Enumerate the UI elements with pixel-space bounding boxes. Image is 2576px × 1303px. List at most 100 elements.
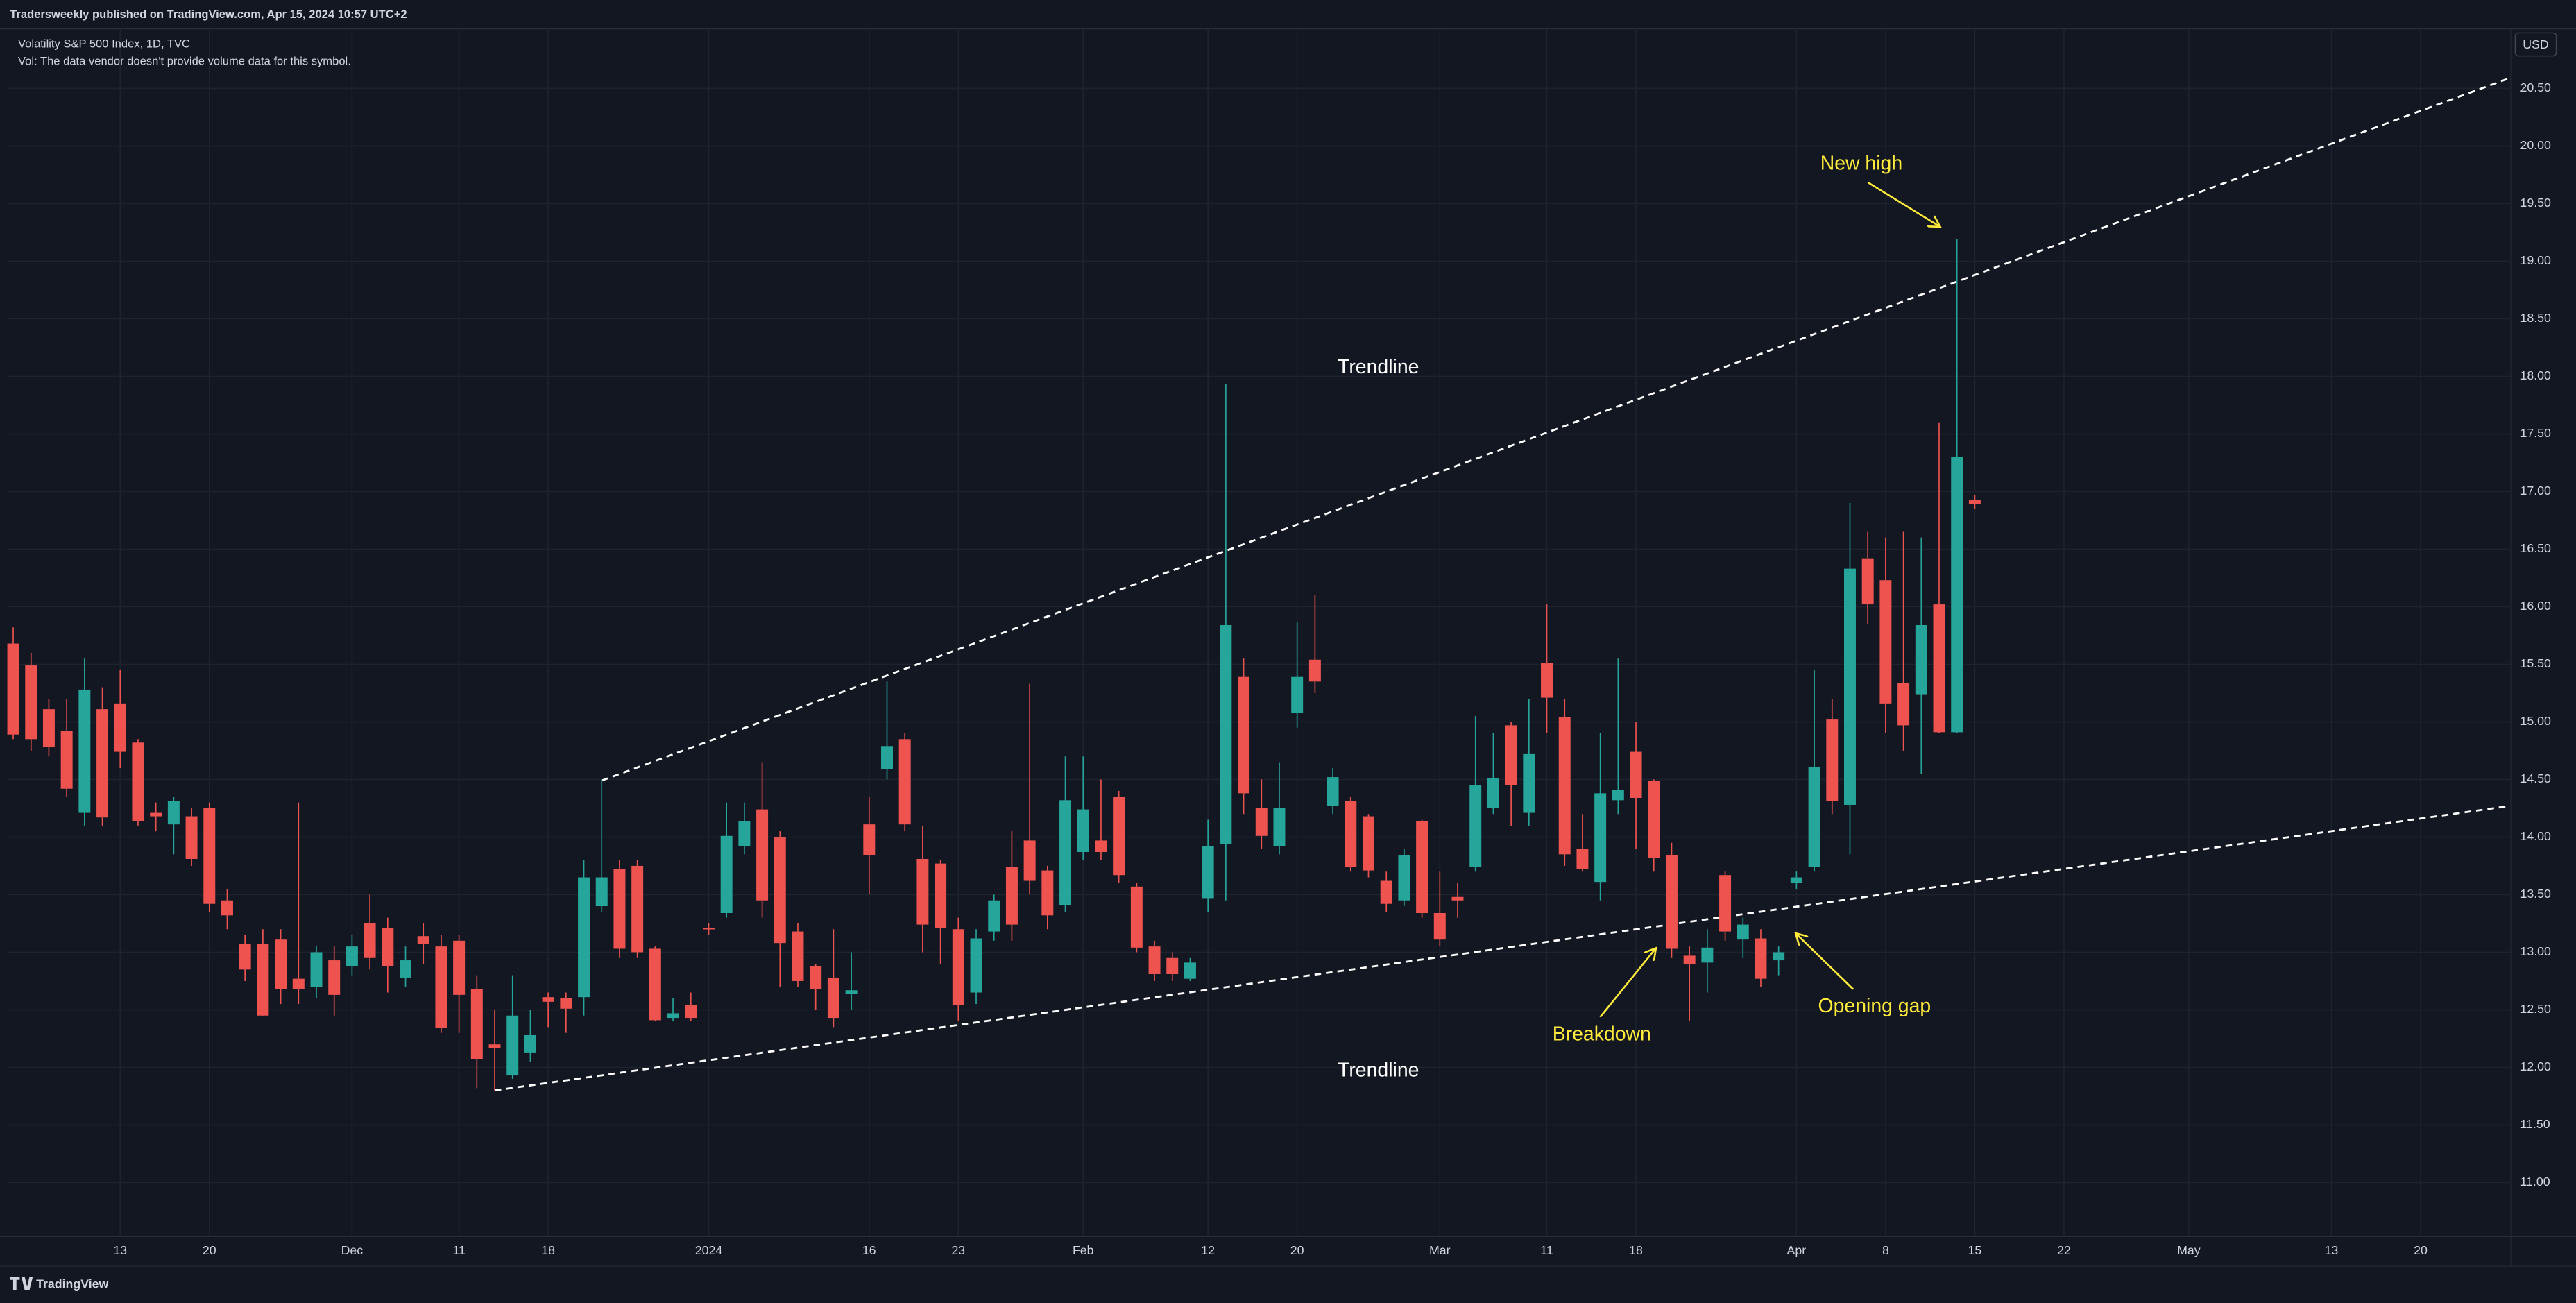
x-tick-label: 8 xyxy=(1882,1243,1889,1257)
candle-body xyxy=(1808,767,1820,867)
candle-body xyxy=(1648,781,1660,858)
candle-body xyxy=(738,821,751,846)
candle-body xyxy=(613,869,626,949)
candle-body xyxy=(417,936,429,944)
x-tick-label: 16 xyxy=(862,1243,876,1257)
candle-body xyxy=(1202,846,1214,899)
y-tick-label: 17.50 xyxy=(2520,426,2551,440)
arrow xyxy=(1795,933,1854,990)
candle-body xyxy=(1487,778,1499,808)
candle-body xyxy=(1023,840,1036,881)
candle-body xyxy=(1897,682,1910,726)
x-tick-label: 18 xyxy=(1629,1243,1643,1257)
candle-body xyxy=(1238,676,1250,794)
x-tick-label: 20 xyxy=(2414,1243,2428,1257)
candle-body xyxy=(524,1034,536,1053)
currency-box xyxy=(2514,32,2557,57)
y-tick-label: 18.00 xyxy=(2520,368,2551,382)
y-tick-label: 12.00 xyxy=(2520,1059,2551,1073)
candle-body xyxy=(970,938,982,993)
candle-body xyxy=(1166,957,1179,974)
candle-body xyxy=(1558,717,1571,855)
y-tick-label: 14.00 xyxy=(2520,829,2551,843)
candle-body xyxy=(863,824,876,855)
brand-name: TradingView xyxy=(36,1277,108,1291)
annotation-breakdown: Breakdown xyxy=(1553,1023,1651,1045)
annotations: Trendline Trendline New high Breakdown O… xyxy=(1338,152,1940,1082)
candle-body xyxy=(400,960,411,978)
brand-logo xyxy=(10,1277,33,1290)
trendline xyxy=(601,77,2511,782)
candle-body xyxy=(1184,962,1196,979)
candle-body xyxy=(1059,800,1072,905)
candle-body xyxy=(346,946,358,966)
x-tick-label: 11 xyxy=(452,1243,465,1257)
candle-body xyxy=(185,816,198,859)
x-tick-label: Dec xyxy=(341,1243,364,1257)
symbol-line: Volatility S&P 500 Index, 1D, TVC xyxy=(18,37,190,50)
candle-body xyxy=(578,877,590,998)
candle-body xyxy=(25,665,37,740)
candle-body xyxy=(488,1044,501,1048)
candle-body xyxy=(1665,855,1678,949)
candle-body xyxy=(560,998,572,1009)
candle-body xyxy=(1523,753,1535,813)
candle-body xyxy=(114,703,126,752)
annotation-trendline-lower: Trendline xyxy=(1338,1059,1419,1082)
candle-body xyxy=(827,977,839,1019)
candle-body xyxy=(756,809,769,901)
candle-body xyxy=(1255,808,1268,836)
x-tick-label: 11 xyxy=(1540,1243,1553,1257)
arrow xyxy=(1867,181,1940,227)
x-tick-label: Feb xyxy=(1073,1243,1094,1257)
grid xyxy=(8,29,2511,1236)
x-tick-label: 13 xyxy=(2325,1243,2339,1257)
candle-body xyxy=(952,929,964,1005)
candle-body xyxy=(631,865,644,953)
candle-body xyxy=(720,835,733,913)
x-tick-label: 13 xyxy=(113,1243,127,1257)
candle-body xyxy=(1968,500,1981,504)
candle-body xyxy=(1701,947,1714,963)
y-tick-label: 11.00 xyxy=(2520,1175,2550,1189)
candle-body xyxy=(1380,880,1392,904)
candle-body xyxy=(1879,580,1892,704)
candle-body xyxy=(1327,777,1339,806)
candle-body xyxy=(1005,867,1018,925)
currency-label: USD xyxy=(2523,37,2548,51)
y-tick-label: 13.00 xyxy=(2520,944,2551,958)
y-tick-label: 19.00 xyxy=(2520,253,2551,267)
candle-body xyxy=(1915,624,1927,695)
published-line: Tradersweekly published on TradingView.c… xyxy=(10,8,407,21)
candle-body xyxy=(1505,725,1517,785)
candle-body xyxy=(506,1015,519,1076)
candle-body xyxy=(792,931,804,981)
candle-body xyxy=(898,739,911,825)
candle-body xyxy=(275,939,287,989)
candle-body xyxy=(685,1005,697,1019)
trendline xyxy=(494,805,2510,1092)
x-tick-label: 2024 xyxy=(695,1243,723,1257)
marks xyxy=(7,77,2511,1092)
candle-body xyxy=(810,966,822,989)
candle-body xyxy=(1576,849,1589,869)
annotation-opening-gap: Opening gap xyxy=(1818,995,1931,1017)
candle-body xyxy=(1451,896,1464,901)
candle-body xyxy=(1433,912,1446,940)
candle-body xyxy=(1220,624,1232,844)
candle-body xyxy=(1416,821,1428,913)
candle-body xyxy=(845,990,858,994)
x-tick-label: 20 xyxy=(1290,1243,1304,1257)
x-tick-label: 12 xyxy=(1201,1243,1215,1257)
candle-body xyxy=(1291,676,1304,713)
y-tick-label: 11.50 xyxy=(2520,1117,2550,1131)
candle-body xyxy=(7,643,19,735)
y-tick-label: 12.50 xyxy=(2520,1002,2551,1016)
candle-body xyxy=(203,808,216,904)
candle-body xyxy=(1273,808,1286,846)
candle-body xyxy=(167,801,180,825)
candle-body xyxy=(1130,886,1143,948)
candle-body xyxy=(1683,955,1696,964)
candle-body xyxy=(1077,809,1089,853)
